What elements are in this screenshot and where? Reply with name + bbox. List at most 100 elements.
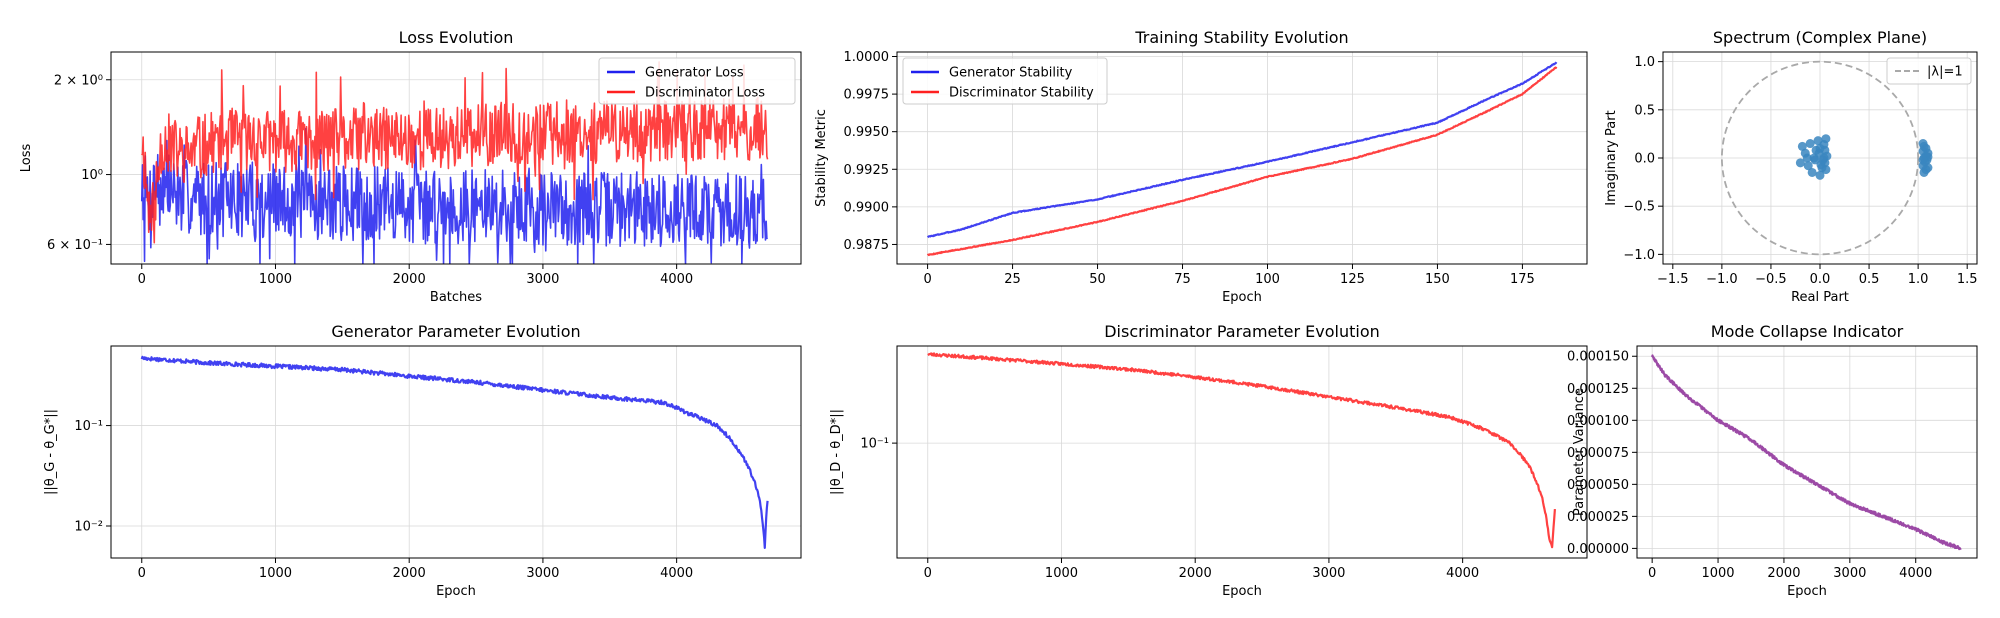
y-tick-label: −1.0 xyxy=(1623,248,1655,263)
y-axis-label: Stability Metric xyxy=(814,109,829,207)
x-tick-label: 2000 xyxy=(393,272,426,287)
chart-title: Mode Collapse Indicator xyxy=(1711,322,1904,341)
x-tick-label: 0 xyxy=(924,566,932,581)
x-axis-label: Epoch xyxy=(1787,584,1827,599)
eigenvalue-point xyxy=(1921,165,1931,175)
legend xyxy=(902,57,1108,105)
x-tick-label: 0 xyxy=(1648,566,1656,581)
legend-label: |λ|=1 xyxy=(1927,65,1963,80)
x-tick-label: 150 xyxy=(1425,272,1450,287)
eigenvalue-point xyxy=(1821,165,1831,175)
y-tick-label: 10⁻¹ xyxy=(860,437,889,452)
x-tick-label: 1.5 xyxy=(1957,272,1978,287)
y-axis-label: Parameter Variance xyxy=(1572,388,1587,516)
plot-frame xyxy=(110,51,802,265)
x-tick-label: 3000 xyxy=(526,272,559,287)
x-tick-label: 0 xyxy=(138,272,146,287)
x-tick-label: 4000 xyxy=(660,566,693,581)
y-tick-label: 0.9875 xyxy=(844,238,890,253)
x-tick-label: 175 xyxy=(1510,272,1535,287)
x-tick-label: 0.0 xyxy=(1810,272,1831,287)
x-tick-label: 1000 xyxy=(1701,566,1734,581)
y-tick-label: 0.9975 xyxy=(844,88,890,103)
y-tick-label: 0.000000 xyxy=(1567,542,1629,557)
y-tick-label: 10⁰ xyxy=(81,168,103,183)
x-tick-label: 2000 xyxy=(1767,566,1800,581)
x-tick-label: 3000 xyxy=(1312,566,1345,581)
y-tick-label: −0.5 xyxy=(1623,200,1655,215)
legend-label: Generator Loss xyxy=(645,66,744,81)
x-tick-label: 2000 xyxy=(393,566,426,581)
legend xyxy=(1886,57,1972,85)
x-tick-label: 1000 xyxy=(259,272,292,287)
x-tick-label: 25 xyxy=(1004,272,1021,287)
y-tick-label: 0.000050 xyxy=(1567,478,1629,493)
series-line xyxy=(140,127,769,264)
y-tick-label: 0.0 xyxy=(1634,152,1655,167)
eigenvalue-point xyxy=(1802,153,1812,163)
x-tick-label: 4000 xyxy=(1899,566,1932,581)
x-tick-label: 4000 xyxy=(1446,566,1479,581)
plot-frame xyxy=(110,345,802,559)
chart-loss: 0 1000 2000 3000 4000 6 × 10⁻¹ 10⁰ 2 × 10⁰ Loss … xyxy=(19,28,802,305)
y-axis-label: Loss xyxy=(19,144,34,173)
plot-frame xyxy=(1662,51,1978,265)
x-tick-label: 2000 xyxy=(1179,566,1212,581)
y-tick-label: 0.9950 xyxy=(844,125,890,140)
eigenvalue-point xyxy=(1803,161,1813,171)
chart-spectrum: −1.5 −1.0 −0.5 0.0 0.5 1.0 1.5−1.0−0.50.00.51.… xyxy=(1604,28,1978,305)
series-line xyxy=(927,352,1557,549)
plot-frame xyxy=(1636,345,1978,559)
chart-title: Spectrum (Complex Plane) xyxy=(1713,28,1927,47)
y-tick-label: 0.000025 xyxy=(1567,510,1629,525)
x-tick-label: 0.5 xyxy=(1859,272,1880,287)
eigenvalue-point xyxy=(1919,141,1929,151)
chart-disc-params: 0 1000 2000 3000 4000 10⁻¹ Discriminator Param… xyxy=(829,322,1588,599)
chart-stability: 0 25 50 75 100 125 150 175 0.9875 0.9900 0.9925 0.9… xyxy=(814,28,1588,305)
x-axis-label: Real Part xyxy=(1791,290,1849,305)
series-line xyxy=(141,61,769,244)
plot-frame xyxy=(896,51,1588,265)
series-line xyxy=(140,355,769,549)
x-tick-label: −1.5 xyxy=(1657,272,1689,287)
y-axis-label: ||θ_D - θ_D*|| xyxy=(829,409,844,495)
y-tick-label: 6 × 10⁻¹ xyxy=(47,238,103,253)
x-axis-label: Epoch xyxy=(436,584,476,599)
eigenvalue-point xyxy=(1805,139,1815,149)
y-tick-label: 0.9900 xyxy=(844,200,890,215)
plot-frame xyxy=(896,345,1588,559)
eigenvalue-point xyxy=(1815,170,1825,180)
series-line xyxy=(926,66,1558,257)
y-tick-label: 2 × 10⁰ xyxy=(54,73,103,88)
y-tick-label: 10⁻² xyxy=(74,519,103,534)
y-tick-label: 0.000125 xyxy=(1567,382,1629,397)
y-axis-label: Imaginary Part xyxy=(1604,110,1619,205)
y-tick-label: 0.000100 xyxy=(1567,414,1629,429)
chart-gen-params: 0 1000 2000 3000 4000 10⁻² 10⁻¹ Generator Param… xyxy=(43,322,802,599)
y-axis-label: ||θ_G - θ_G*|| xyxy=(43,409,58,495)
series-line xyxy=(927,61,1558,239)
eigenvalue-point xyxy=(1797,141,1807,151)
x-tick-label: 125 xyxy=(1340,272,1365,287)
series-line xyxy=(1651,354,1962,551)
legend xyxy=(598,57,796,105)
y-tick-label: 0.000150 xyxy=(1567,350,1629,365)
legend-label: Generator Stability xyxy=(949,66,1073,81)
chart-title: Discriminator Parameter Evolution xyxy=(1104,322,1380,341)
unit-circle xyxy=(1720,60,1920,256)
eigenvalue-point xyxy=(1820,145,1830,155)
x-tick-label: −1.0 xyxy=(1706,272,1738,287)
x-tick-label: 1.0 xyxy=(1908,272,1929,287)
y-tick-label: 0.9925 xyxy=(844,163,890,178)
legend-label: Discriminator Stability xyxy=(949,86,1094,101)
x-axis-label: Batches xyxy=(430,290,482,305)
legend-label: Discriminator Loss xyxy=(645,86,765,101)
y-tick-label: 0.000075 xyxy=(1567,446,1629,461)
x-tick-label: 50 xyxy=(1089,272,1106,287)
eigenvalue-point xyxy=(1918,155,1928,165)
chart-title: Generator Parameter Evolution xyxy=(331,322,580,341)
x-axis-label: Epoch xyxy=(1222,290,1262,305)
x-tick-label: 75 xyxy=(1174,272,1191,287)
x-tick-label: −0.5 xyxy=(1755,272,1787,287)
